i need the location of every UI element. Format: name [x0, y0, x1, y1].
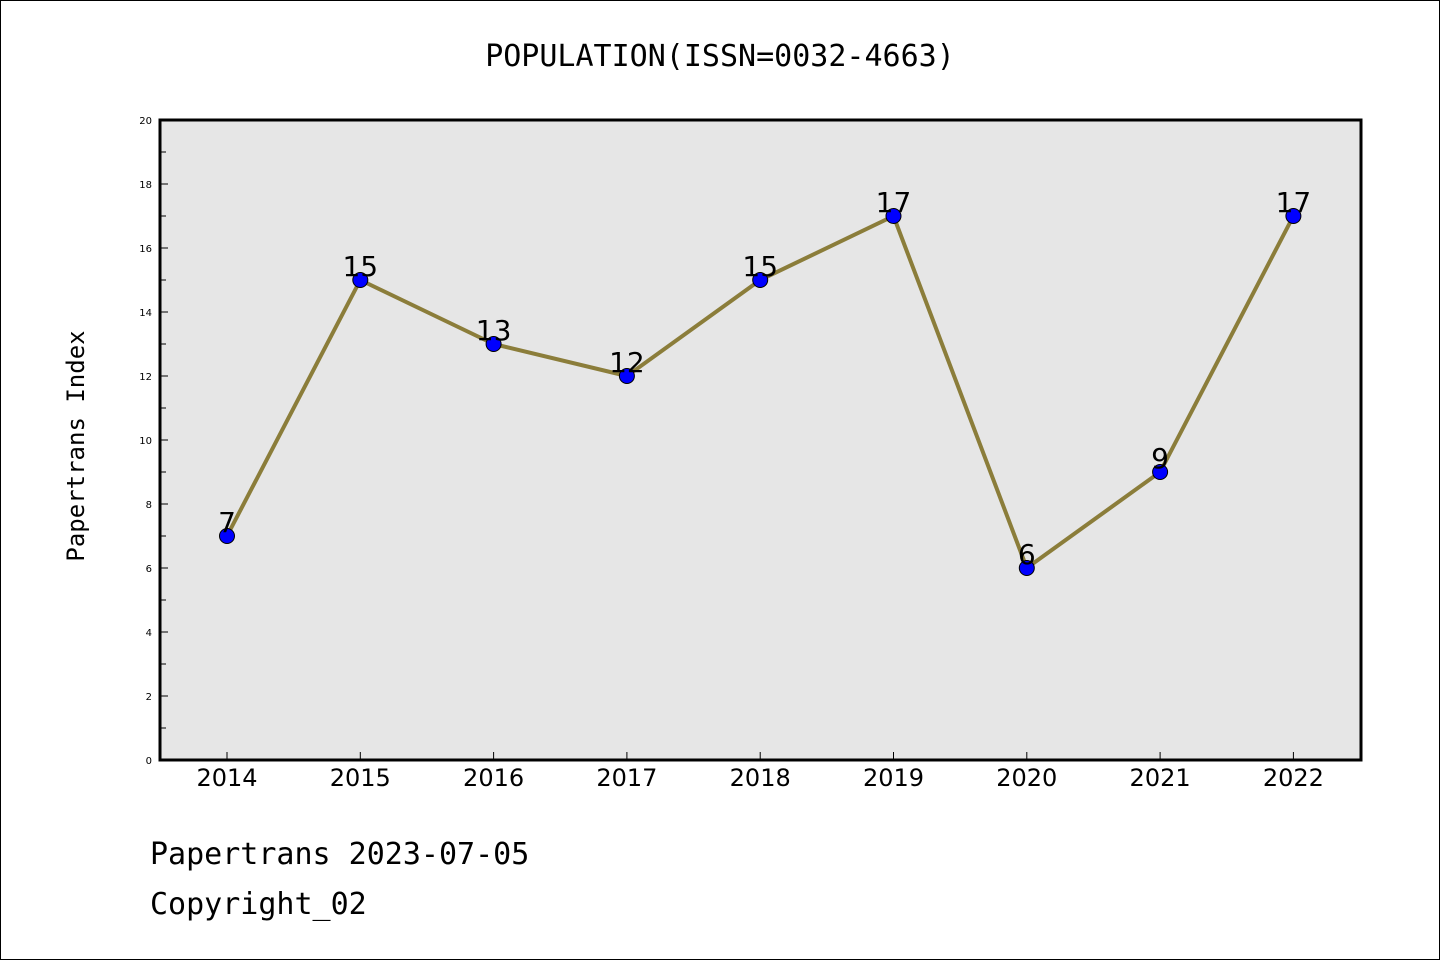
x-tick-label: 2014 — [196, 764, 257, 792]
y-tick-label: 6 — [146, 564, 152, 575]
data-point — [618, 368, 635, 384]
y-tick-label: 0 — [146, 756, 152, 767]
data-point — [219, 528, 235, 544]
y-tick-label: 8 — [146, 500, 152, 511]
chart-title: POPULATION(ISSN=0032-4663) — [485, 39, 955, 74]
data-point — [885, 208, 902, 224]
x-tick-label: 2022 — [1263, 764, 1324, 792]
data-label: 9 — [1151, 442, 1169, 475]
data-label: 12 — [609, 346, 645, 379]
data-label: 13 — [476, 314, 512, 347]
x-tick-label: 2015 — [330, 764, 391, 792]
y-tick-label: 18 — [139, 180, 152, 191]
x-tick-label: 2019 — [863, 764, 924, 792]
data-label: 7 — [218, 506, 236, 539]
x-tick-label: 2016 — [463, 764, 524, 792]
data-point — [752, 272, 769, 288]
data-label: 15 — [742, 250, 778, 283]
data-point — [1285, 208, 1302, 224]
data-label: 17 — [1276, 186, 1312, 219]
footer-line-1: Papertrans 2023-07-05 — [150, 837, 529, 872]
x-axis: 2014 2015 2016 2017 2018 2019 2020 2021 2022 — [196, 752, 1324, 792]
data-point — [1018, 560, 1035, 576]
x-tick-label: 2017 — [596, 764, 657, 792]
y-tick-label: 14 — [139, 308, 152, 319]
y-axis: 0 2 4 6 8 10 12 14 16 18 20 — [139, 116, 168, 767]
data-label: 6 — [1018, 538, 1036, 571]
series-group: 7 15 13 12 15 17 6 9 17 — [218, 186, 1311, 576]
y-tick-label: 12 — [139, 372, 152, 383]
x-tick-label: 2021 — [1130, 764, 1191, 792]
data-point — [485, 336, 502, 352]
x-tick-label: 2018 — [730, 764, 791, 792]
y-tick-label: 4 — [146, 628, 152, 639]
data-label: 15 — [342, 250, 378, 283]
footer-line-2: Copyright_02 — [150, 887, 367, 922]
data-point — [352, 272, 369, 288]
y-tick-label: 16 — [139, 244, 152, 255]
plot-area — [160, 120, 1361, 760]
plot-border — [158, 118, 1363, 762]
data-point — [1152, 464, 1169, 480]
y-axis-label: Papertrans Index — [62, 330, 90, 561]
y-tick-label: 20 — [139, 116, 152, 127]
y-tick-label: 10 — [139, 436, 152, 447]
x-tick-label: 2020 — [996, 764, 1057, 792]
data-label: 17 — [876, 186, 912, 219]
y-tick-label: 2 — [146, 692, 152, 703]
